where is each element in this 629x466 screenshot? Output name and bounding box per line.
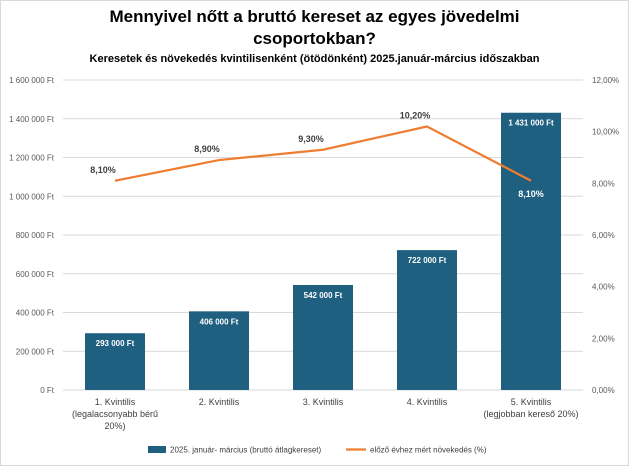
category-label: (legalacsonyabb bérű [72, 409, 158, 419]
line-data-label: 8,10% [90, 165, 116, 175]
legend-line-label: előző évhez mért növekedés (%) [370, 446, 487, 455]
bar-data-labels: 293 000 Ft 406 000 Ft 542 000 Ft 722 000 Ft… [96, 119, 554, 348]
category-label: 5. Kvintilis [511, 397, 552, 407]
line-data-label: 8,10% [518, 189, 544, 199]
bar [397, 250, 457, 390]
right-axis-tick-label: 0,00% [592, 386, 615, 395]
category-label: 20%) [104, 421, 125, 431]
bar-data-label: 542 000 Ft [304, 291, 343, 300]
left-axis-tick-label: 0 Ft [40, 386, 55, 395]
line-data-label: 9,30% [298, 134, 324, 144]
bar [189, 311, 249, 390]
right-axis-ticks: 0,00% 2,00% 4,00% 6,00% 8,00% 10,00% 12,00% [592, 76, 619, 395]
line-series [114, 125, 532, 182]
bar [85, 333, 145, 390]
category-label: (legjobban kereső 20%) [483, 409, 578, 419]
right-axis-tick-label: 2,00% [592, 334, 615, 343]
growth-line [114, 125, 532, 182]
right-axis-tick-label: 10,00% [592, 128, 619, 137]
chart-title-line-1: Mennyivel nőtt a bruttó kereset az egyes… [109, 7, 520, 26]
right-axis-tick-label: 8,00% [592, 179, 615, 188]
category-label: 3. Kvintilis [303, 397, 344, 407]
chart-title: Mennyivel nőtt a bruttó kereset az egyes… [0, 6, 629, 50]
left-axis-tick-label: 200 000 Ft [16, 347, 55, 356]
left-axis-tick-label: 1 400 000 Ft [9, 115, 55, 124]
legend-bar-label: 2025. január- március (bruttó átlagkeres… [170, 446, 322, 455]
bar-series [85, 112, 561, 391]
chart-subtitle: Keresetek és növekedés kvintilisenként (… [89, 53, 540, 65]
line-data-label: 8,90% [194, 144, 220, 154]
category-label: 1. Kvintilis [95, 397, 136, 407]
line-data-labels: 8,10% 8,90% 9,30% 10,20% 8,10% [90, 111, 544, 199]
left-axis-tick-label: 800 000 Ft [16, 231, 55, 240]
legend: 2025. január- március (bruttó átlagkeres… [148, 446, 487, 455]
left-axis-tick-label: 1 000 000 Ft [9, 192, 55, 201]
category-label: 2. Kvintilis [199, 397, 240, 407]
right-axis-tick-label: 12,00% [592, 76, 619, 85]
left-axis-tick-label: 1 200 000 Ft [9, 154, 55, 163]
left-axis-ticks: 0 Ft 200 000 Ft 400 000 Ft 600 000 Ft 800 00… [9, 76, 55, 395]
bar-data-label: 1 431 000 Ft [508, 119, 554, 128]
line-data-label: 10,20% [400, 111, 431, 121]
category-label: 4. Kvintilis [407, 397, 448, 407]
right-axis-tick-label: 6,00% [592, 231, 615, 240]
gridlines [63, 79, 583, 391]
left-axis-tick-label: 1 600 000 Ft [9, 76, 55, 85]
bar-data-label: 293 000 Ft [96, 339, 135, 348]
bar [293, 284, 353, 390]
category-labels: 1. Kvintilis (legalacsonyabb bérű 20%) 2. K… [72, 397, 579, 431]
left-axis-tick-label: 600 000 Ft [16, 270, 55, 279]
bar [501, 112, 561, 391]
bar-data-label: 722 000 Ft [408, 256, 447, 265]
legend-bar-swatch [148, 446, 166, 453]
chart-title-line-2: csoportokban? [253, 29, 376, 48]
left-axis-tick-label: 400 000 Ft [16, 309, 55, 318]
bar-data-label: 406 000 Ft [200, 317, 239, 326]
right-axis-tick-label: 4,00% [592, 283, 615, 292]
